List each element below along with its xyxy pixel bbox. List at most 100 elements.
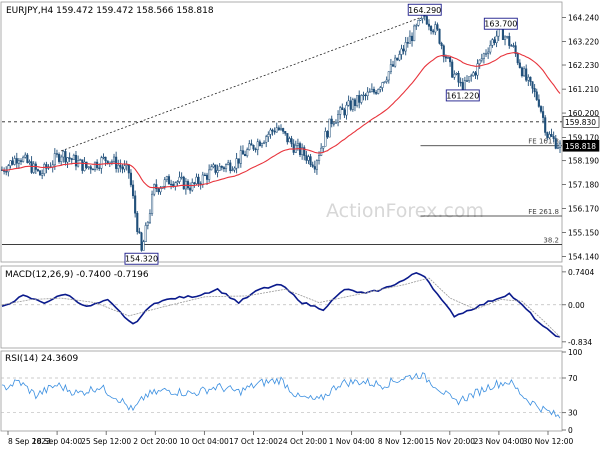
x-tick-label: 17 Oct 12:00 bbox=[229, 437, 278, 446]
candle-body bbox=[151, 193, 154, 214]
candle-body bbox=[174, 182, 177, 187]
annotation-box bbox=[407, 3, 442, 16]
y-tick-label: 159.170 bbox=[568, 133, 599, 142]
candle-body bbox=[430, 26, 433, 32]
candle-body bbox=[41, 173, 44, 176]
y-tick-label: 156.170 bbox=[568, 204, 599, 213]
candle-body bbox=[96, 161, 99, 169]
candle-body bbox=[419, 18, 422, 21]
candle-body bbox=[457, 73, 460, 83]
candle-body bbox=[406, 42, 409, 44]
candle-body bbox=[159, 188, 162, 193]
candle-body bbox=[442, 45, 445, 58]
level-label: FE 161.8 bbox=[528, 138, 559, 146]
x-tick-label: 1 Nov 04:00 bbox=[329, 437, 375, 446]
candle-body bbox=[180, 176, 183, 179]
annotation-box bbox=[124, 252, 159, 265]
candle-body bbox=[36, 169, 39, 171]
candle-body bbox=[98, 167, 101, 169]
price-tag bbox=[562, 116, 600, 128]
trendline bbox=[61, 15, 425, 152]
candle-body bbox=[119, 164, 122, 168]
candle-body bbox=[89, 166, 92, 170]
y-tick-label: 0 bbox=[568, 426, 573, 435]
candle-body bbox=[193, 182, 196, 184]
level-label: FE 261.8 bbox=[528, 208, 559, 216]
candle-body bbox=[83, 161, 86, 171]
candle-body bbox=[157, 188, 160, 193]
candle-body bbox=[493, 39, 496, 44]
candle-body bbox=[489, 45, 492, 53]
annotation-label: 161.220 bbox=[446, 91, 479, 100]
candle-body bbox=[379, 87, 382, 90]
candle-body bbox=[434, 24, 437, 33]
annotation-box bbox=[483, 17, 518, 30]
candle-body bbox=[495, 35, 498, 44]
candle-body bbox=[370, 88, 373, 92]
candle-body bbox=[269, 129, 272, 135]
candle-body bbox=[263, 141, 266, 144]
x-tick-label: 15 Nov 20:00 bbox=[425, 437, 476, 446]
annotation-label: 164.290 bbox=[408, 6, 441, 15]
candle-body bbox=[222, 167, 225, 170]
candle-body bbox=[248, 143, 251, 150]
y-tick-label: 155.150 bbox=[568, 229, 599, 238]
candle-body bbox=[176, 181, 179, 184]
rsi-line bbox=[1, 372, 561, 419]
candle-body bbox=[313, 166, 316, 170]
candle-body bbox=[55, 153, 59, 155]
y-tick-label: 160.200 bbox=[568, 109, 599, 118]
candle-body bbox=[337, 114, 340, 123]
candle-body bbox=[472, 72, 475, 76]
macd-title: MACD(12,26,9) -0.7400 -0.7196 bbox=[5, 270, 149, 280]
candle-body bbox=[220, 166, 223, 168]
candle-body bbox=[189, 187, 192, 191]
candle-body bbox=[523, 68, 526, 77]
candle-body bbox=[548, 134, 551, 138]
candle-body bbox=[449, 57, 452, 63]
candle-body bbox=[260, 143, 264, 147]
candle-body bbox=[322, 145, 325, 149]
candle-body bbox=[229, 162, 232, 171]
candle-body bbox=[136, 212, 139, 232]
candle-body bbox=[389, 64, 392, 72]
y-tick-label: 100 bbox=[568, 348, 583, 357]
candle-body bbox=[396, 57, 399, 61]
candle-body bbox=[444, 56, 447, 59]
candle-body bbox=[343, 109, 346, 116]
candle-body bbox=[121, 166, 124, 170]
candle-body bbox=[288, 138, 291, 143]
candle-body bbox=[324, 131, 327, 147]
candle-body bbox=[115, 156, 118, 169]
candle-body bbox=[480, 58, 483, 61]
x-tick-label: 8 Nov 12:00 bbox=[378, 437, 424, 446]
candle-body bbox=[535, 91, 538, 100]
candle-body bbox=[62, 151, 65, 158]
candle-body bbox=[203, 174, 206, 177]
candle-body bbox=[440, 43, 443, 46]
candle-body bbox=[372, 88, 376, 93]
candle-body bbox=[514, 45, 517, 54]
candle-body bbox=[22, 156, 25, 162]
candle-body bbox=[425, 16, 428, 25]
x-tick-label: 24 Oct 20:00 bbox=[278, 437, 327, 446]
candle-body bbox=[320, 147, 323, 156]
candle-body bbox=[546, 132, 549, 138]
x-tick-label: 2 Oct 20:00 bbox=[133, 437, 177, 446]
ema-line bbox=[1, 52, 561, 189]
candle-body bbox=[195, 176, 198, 184]
candle-body bbox=[527, 76, 530, 81]
candle-body bbox=[391, 64, 395, 67]
candle-body bbox=[144, 225, 147, 242]
y-tick-label: 0.00 bbox=[568, 301, 585, 310]
candle-body bbox=[241, 150, 245, 155]
candle-body bbox=[394, 57, 397, 67]
candle-body bbox=[542, 111, 545, 118]
candle-body bbox=[328, 118, 331, 138]
annotation-label: 163.700 bbox=[484, 20, 517, 29]
candle-body bbox=[66, 157, 69, 163]
candle-body bbox=[508, 36, 511, 46]
candle-body bbox=[529, 76, 532, 82]
candle-body bbox=[375, 91, 378, 94]
